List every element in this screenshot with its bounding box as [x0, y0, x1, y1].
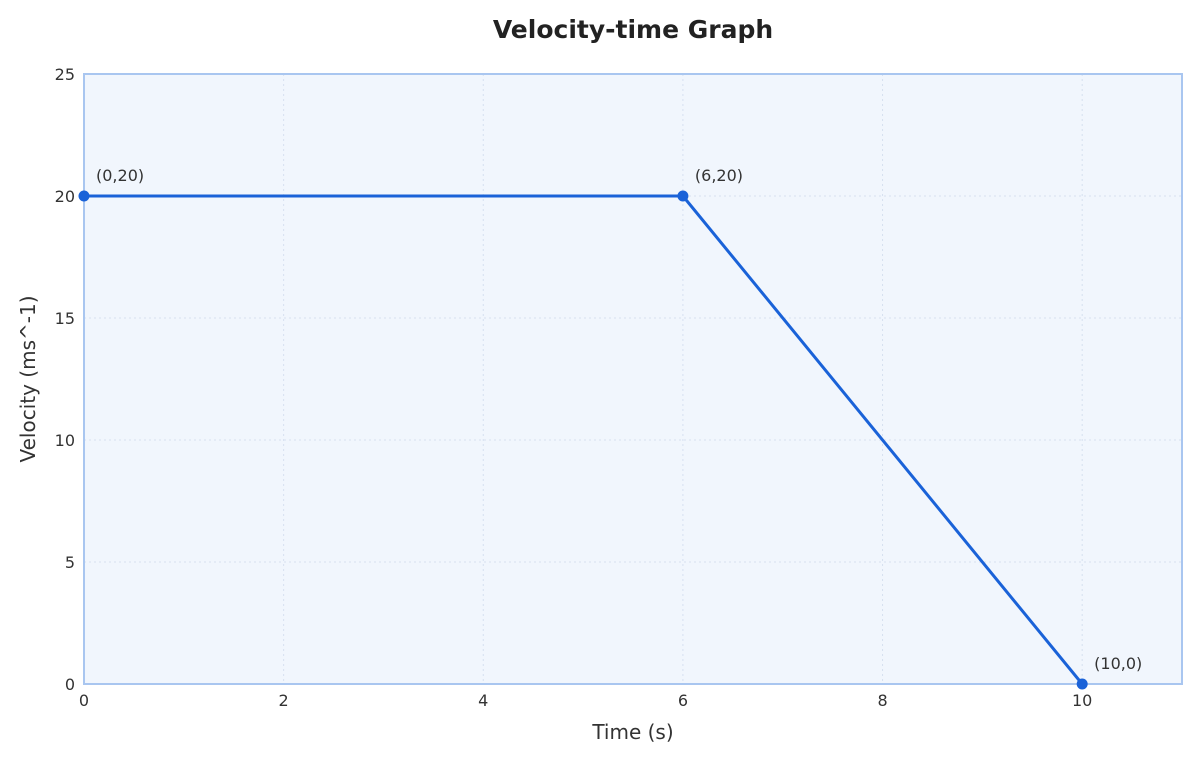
point-annotation: (10,0): [1094, 654, 1142, 673]
data-point: [1076, 678, 1088, 690]
tick-label-layer: 0 2 4 6 8 10 0 5 10 15 20 25: [55, 65, 1093, 710]
x-tick-label: 10: [1072, 691, 1092, 710]
y-tick-label: 15: [55, 309, 75, 328]
data-point: [78, 190, 90, 202]
x-tick-label: 6: [678, 691, 688, 710]
plot-area-background: [84, 74, 1182, 684]
y-tick-label: 10: [55, 431, 75, 450]
x-tick-label: 8: [877, 691, 887, 710]
chart-title: Velocity-time Graph: [493, 15, 773, 44]
grid-layer: [84, 74, 1182, 684]
y-tick-label: 25: [55, 65, 75, 84]
data-point: [677, 190, 689, 202]
y-tick-label: 5: [65, 553, 75, 572]
x-tick-label: 0: [79, 691, 89, 710]
point-annotation: (0,20): [96, 166, 144, 185]
x-tick-label: 2: [279, 691, 289, 710]
y-axis-label: Velocity (ms^-1): [16, 295, 40, 462]
plot-area-border: [83, 73, 1183, 685]
point-annotation: (6,20): [695, 166, 743, 185]
y-tick-label: 0: [65, 675, 75, 694]
annotation-layer: (0,20) (6,20) (10,0): [96, 166, 1142, 673]
x-axis-label: Time (s): [591, 720, 673, 744]
series-layer: [78, 190, 1088, 690]
x-tick-label: 4: [478, 691, 488, 710]
y-tick-label: 20: [55, 187, 75, 206]
